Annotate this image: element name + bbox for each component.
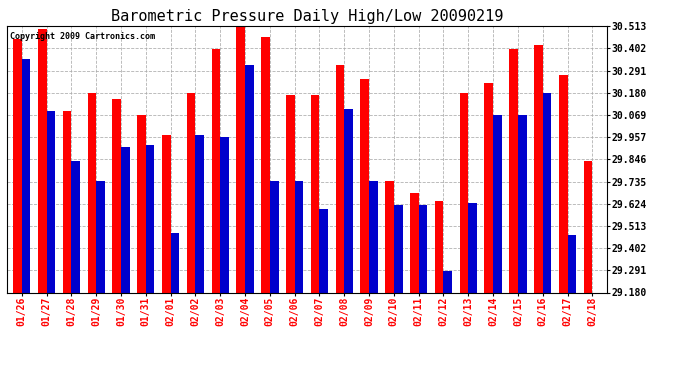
Bar [295, 181, 304, 292]
Text: Copyright 2009 Cartronics.com: Copyright 2009 Cartronics.com [10, 32, 155, 40]
Bar [237, 27, 245, 292]
Bar [38, 29, 47, 292]
Bar [435, 201, 444, 292]
Bar [493, 115, 502, 292]
Bar [509, 49, 518, 292]
Bar [444, 270, 452, 292]
Bar [286, 95, 295, 292]
Bar [88, 93, 96, 292]
Bar [187, 93, 195, 292]
Bar [212, 49, 220, 292]
Bar [484, 83, 493, 292]
Bar [567, 235, 576, 292]
Bar [22, 59, 30, 292]
Bar [369, 181, 377, 292]
Title: Barometric Pressure Daily High/Low 20090219: Barometric Pressure Daily High/Low 20090… [111, 9, 503, 24]
Bar [344, 109, 353, 292]
Bar [261, 37, 270, 292]
Bar [47, 111, 55, 292]
Bar [63, 111, 71, 292]
Bar [460, 93, 469, 292]
Bar [146, 145, 155, 292]
Bar [518, 115, 526, 292]
Bar [543, 93, 551, 292]
Bar [534, 45, 543, 292]
Bar [13, 39, 22, 292]
Bar [419, 205, 427, 292]
Bar [162, 135, 170, 292]
Bar [220, 137, 229, 292]
Bar [137, 115, 146, 292]
Bar [121, 147, 130, 292]
Bar [319, 209, 328, 292]
Bar [71, 160, 80, 292]
Bar [360, 79, 369, 292]
Bar [584, 160, 592, 292]
Bar [96, 181, 105, 292]
Bar [245, 65, 254, 292]
Bar [410, 193, 419, 292]
Bar [170, 232, 179, 292]
Bar [270, 181, 279, 292]
Bar [195, 135, 204, 292]
Bar [559, 75, 567, 292]
Bar [310, 95, 319, 292]
Bar [385, 181, 394, 292]
Bar [335, 65, 344, 292]
Bar [112, 99, 121, 292]
Bar [394, 205, 402, 292]
Bar [469, 202, 477, 292]
